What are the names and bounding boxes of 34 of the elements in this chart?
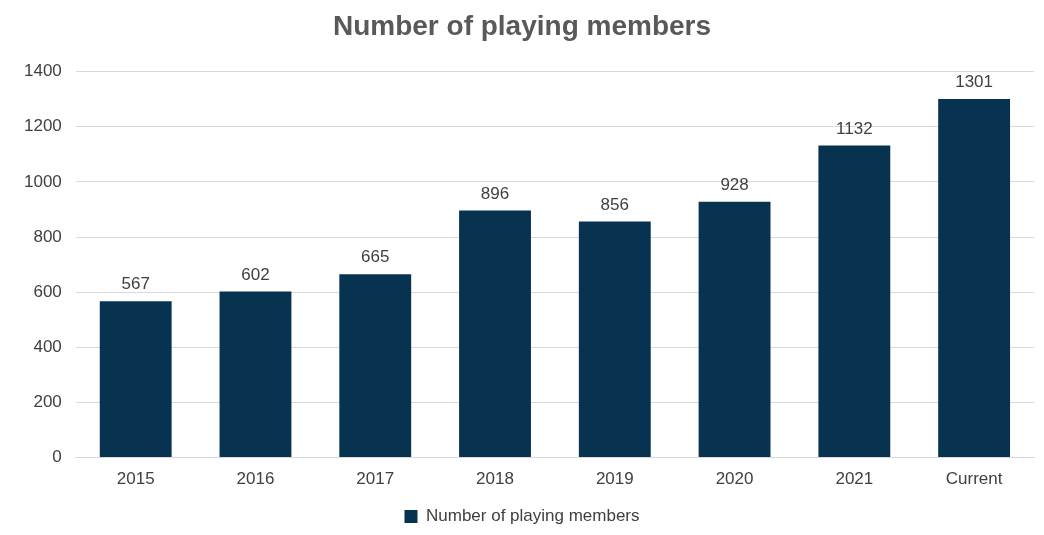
data-label: 1132 bbox=[836, 118, 873, 138]
x-tick-label: 2021 bbox=[835, 469, 874, 489]
data-label: 856 bbox=[600, 194, 629, 214]
bar bbox=[339, 274, 412, 458]
y-tick-label: 1000 bbox=[23, 171, 62, 191]
data-label: 1301 bbox=[955, 72, 994, 92]
y-tick-label: 1200 bbox=[23, 116, 62, 136]
bar bbox=[818, 145, 891, 458]
bar bbox=[459, 210, 531, 458]
y-tick-label: 600 bbox=[33, 281, 62, 301]
data-label: 567 bbox=[121, 274, 150, 294]
x-tick-label: Current bbox=[945, 469, 1003, 489]
x-tick-label: 2015 bbox=[116, 469, 155, 489]
bar bbox=[698, 201, 771, 458]
x-tick-label: 2016 bbox=[236, 469, 275, 489]
x-tick-label: 2018 bbox=[476, 469, 514, 489]
bar bbox=[99, 301, 172, 458]
data-label: 602 bbox=[241, 264, 270, 284]
legend-label: Number of playing members bbox=[425, 506, 640, 526]
data-label: 928 bbox=[720, 174, 749, 194]
y-tick-label: 200 bbox=[33, 392, 62, 412]
y-tick-label: 0 bbox=[52, 447, 62, 467]
x-tick-label: 2017 bbox=[356, 469, 395, 489]
y-tick-label: 1400 bbox=[23, 61, 62, 81]
data-label: 665 bbox=[361, 247, 390, 267]
bar bbox=[938, 98, 1011, 458]
y-tick-label: 400 bbox=[33, 337, 62, 356]
bar bbox=[578, 221, 651, 458]
chart-title: Number of playing members bbox=[332, 9, 712, 41]
bar bbox=[219, 291, 292, 458]
y-tick-label: 800 bbox=[33, 226, 62, 246]
x-tick-label: 2020 bbox=[715, 469, 754, 489]
data-label: 896 bbox=[480, 183, 510, 203]
x-tick-label: 2019 bbox=[595, 469, 634, 489]
